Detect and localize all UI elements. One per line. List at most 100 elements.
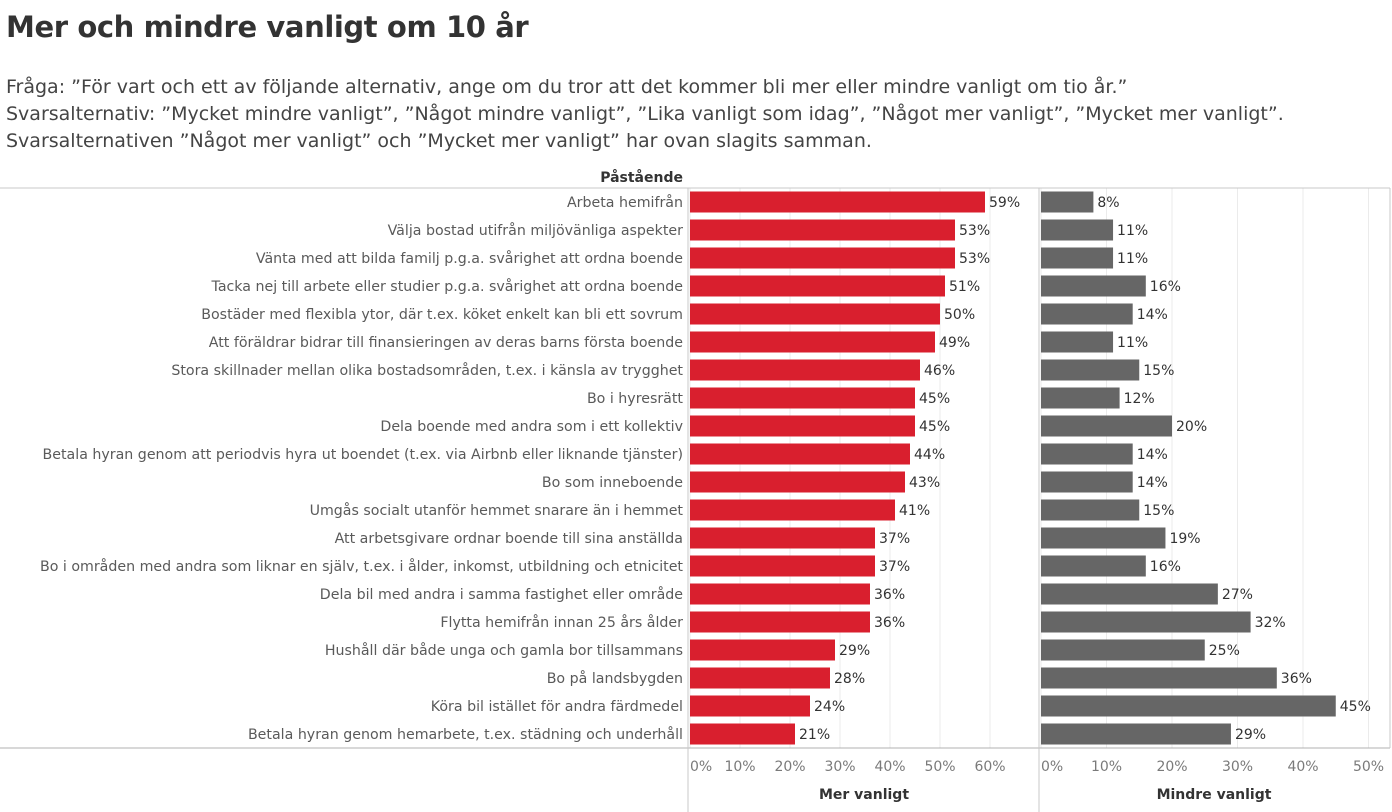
data-label-mindre-vanligt-19: 45% — [1340, 699, 1371, 715]
data-label-mer-vanligt-20: 21% — [799, 727, 830, 743]
data-label-mer-vanligt-3: 53% — [959, 251, 990, 267]
data-label-mer-vanligt-11: 43% — [909, 475, 940, 491]
data-label-mer-vanligt-2: 53% — [959, 223, 990, 239]
bar-mer-vanligt-2 — [690, 219, 955, 241]
data-label-mer-vanligt-8: 45% — [919, 391, 950, 407]
bar-mer-vanligt-5 — [690, 303, 940, 325]
category-label-11: Bo som inneboende — [542, 475, 683, 491]
bar-mer-vanligt-20 — [690, 723, 795, 745]
bar-mindre-vanligt-9 — [1041, 415, 1172, 437]
tick-label-mindre-vanligt-0: 0% — [1041, 759, 1063, 775]
tick-label-mer-vanligt-10: 10% — [724, 759, 755, 775]
bar-mer-vanligt-4 — [690, 275, 945, 297]
bar-mindre-vanligt-8 — [1041, 387, 1120, 409]
category-label-10: Betala hyran genom att periodvis hyra ut… — [43, 447, 683, 463]
category-label-7: Stora skillnader mellan olika bostadsomr… — [171, 362, 683, 379]
bar-mindre-vanligt-6 — [1041, 331, 1114, 353]
row-header: Påstående — [600, 169, 683, 186]
data-label-mer-vanligt-6: 49% — [939, 335, 970, 351]
bar-mindre-vanligt-1 — [1041, 191, 1094, 213]
category-label-14: Bo i områden med andra som liknar en sjä… — [40, 558, 683, 575]
bar-mindre-vanligt-2 — [1041, 219, 1114, 241]
tick-label-mer-vanligt-40: 40% — [874, 759, 905, 775]
bar-mer-vanligt-8 — [690, 387, 915, 409]
data-label-mindre-vanligt-8: 12% — [1124, 391, 1155, 407]
data-label-mer-vanligt-4: 51% — [949, 279, 980, 295]
category-label-13: Att arbetsgivare ordnar boende till sina… — [335, 531, 683, 547]
data-label-mindre-vanligt-17: 25% — [1209, 643, 1240, 659]
data-label-mer-vanligt-10: 44% — [914, 447, 945, 463]
category-label-15: Dela bil med andra i samma fastighet ell… — [320, 586, 683, 603]
data-label-mindre-vanligt-18: 36% — [1281, 671, 1312, 687]
tick-label-mer-vanligt-30: 30% — [824, 759, 855, 775]
category-label-2: Välja bostad utifrån miljövänliga aspekt… — [388, 222, 684, 239]
bar-mindre-vanligt-12 — [1041, 499, 1140, 521]
bar-mer-vanligt-6 — [690, 331, 935, 353]
bar-mer-vanligt-15 — [690, 583, 870, 605]
tick-label-mer-vanligt-20: 20% — [774, 759, 805, 775]
category-label-1: Arbeta hemifrån — [567, 194, 683, 211]
data-label-mer-vanligt-5: 50% — [944, 307, 975, 323]
tick-label-mer-vanligt-0: 0% — [690, 759, 712, 775]
category-label-6: Att föräldrar bidrar till finansieringen… — [209, 335, 683, 351]
bar-mer-vanligt-16 — [690, 611, 870, 633]
category-label-9: Dela boende med andra som i ett kollekti… — [380, 419, 683, 435]
data-label-mer-vanligt-12: 41% — [899, 503, 930, 519]
data-label-mindre-vanligt-9: 20% — [1176, 419, 1207, 435]
tick-label-mindre-vanligt-40: 40% — [1287, 759, 1318, 775]
bar-mer-vanligt-9 — [690, 415, 915, 437]
data-label-mer-vanligt-9: 45% — [919, 419, 950, 435]
category-label-8: Bo i hyresrätt — [587, 391, 683, 407]
data-label-mindre-vanligt-10: 14% — [1137, 447, 1168, 463]
data-label-mindre-vanligt-13: 19% — [1169, 531, 1200, 547]
category-label-5: Bostäder med flexibla ytor, där t.ex. kö… — [201, 307, 683, 323]
bar-mer-vanligt-12 — [690, 499, 895, 521]
category-label-18: Bo på landsbygden — [547, 670, 683, 687]
bar-mer-vanligt-17 — [690, 639, 835, 661]
bar-mer-vanligt-1 — [690, 191, 985, 213]
data-label-mer-vanligt-14: 37% — [879, 559, 910, 575]
data-label-mindre-vanligt-6: 11% — [1117, 335, 1148, 351]
tick-label-mer-vanligt-60: 60% — [974, 759, 1005, 775]
data-label-mindre-vanligt-2: 11% — [1117, 223, 1148, 239]
category-label-19: Köra bil istället för andra färdmedel — [431, 699, 683, 715]
axis-title-mer-vanligt: Mer vanligt — [819, 787, 909, 803]
category-label-12: Umgås socialt utanför hemmet snarare än … — [310, 502, 684, 519]
page-title: Mer och mindre vanligt om 10 år — [6, 10, 529, 44]
data-label-mer-vanligt-18: 28% — [834, 671, 865, 687]
data-label-mindre-vanligt-5: 14% — [1137, 307, 1168, 323]
bar-mindre-vanligt-7 — [1041, 359, 1140, 381]
axis-title-mindre-vanligt: Mindre vanligt — [1157, 787, 1272, 803]
bar-mer-vanligt-19 — [690, 695, 810, 717]
data-label-mindre-vanligt-4: 16% — [1150, 279, 1181, 295]
data-label-mindre-vanligt-20: 29% — [1235, 727, 1266, 743]
bar-mer-vanligt-3 — [690, 247, 955, 269]
bar-mindre-vanligt-5 — [1041, 303, 1133, 325]
category-label-20: Betala hyran genom hemarbete, t.ex. städ… — [248, 726, 683, 743]
bar-mer-vanligt-11 — [690, 471, 905, 493]
data-label-mindre-vanligt-7: 15% — [1143, 363, 1174, 379]
bar-mer-vanligt-13 — [690, 527, 875, 549]
bar-mindre-vanligt-19 — [1041, 695, 1336, 717]
tick-label-mer-vanligt-50: 50% — [924, 759, 955, 775]
tick-label-mindre-vanligt-10: 10% — [1091, 759, 1122, 775]
category-label-16: Flytta hemifrån innan 25 års ålder — [440, 614, 683, 631]
bar-mindre-vanligt-20 — [1041, 723, 1231, 745]
data-label-mer-vanligt-16: 36% — [874, 615, 905, 631]
data-label-mer-vanligt-13: 37% — [879, 531, 910, 547]
data-label-mindre-vanligt-3: 11% — [1117, 251, 1148, 267]
bar-mer-vanligt-7 — [690, 359, 920, 381]
bar-mindre-vanligt-11 — [1041, 471, 1133, 493]
category-label-3: Vänta med att bilda familj p.g.a. svårig… — [256, 250, 683, 267]
bar-mer-vanligt-18 — [690, 667, 830, 689]
data-label-mindre-vanligt-11: 14% — [1137, 475, 1168, 491]
bar-mindre-vanligt-10 — [1041, 443, 1133, 465]
question-description: Fråga: ”För vart och ett av följande alt… — [6, 74, 1284, 155]
data-label-mer-vanligt-15: 36% — [874, 587, 905, 603]
bar-mindre-vanligt-4 — [1041, 275, 1146, 297]
data-label-mindre-vanligt-14: 16% — [1150, 559, 1181, 575]
data-label-mindre-vanligt-12: 15% — [1143, 503, 1174, 519]
description-line-merge-note: Svarsalternativen ”Något mer vanligt” oc… — [6, 130, 872, 152]
